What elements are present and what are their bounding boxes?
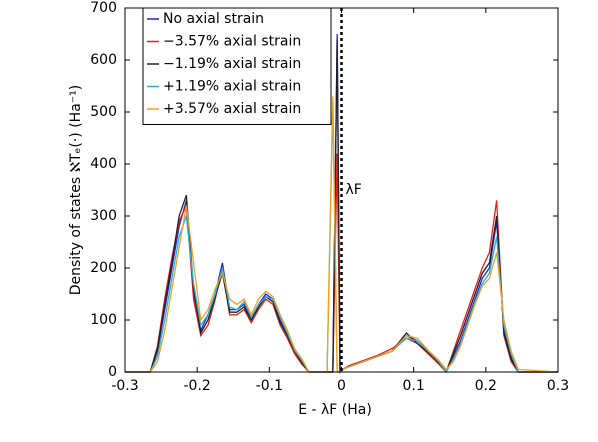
legend-label: +3.57% axial strain <box>163 101 301 117</box>
y-tick-label: 0 <box>108 364 117 380</box>
y-axis-label: Density of states ℵTₑ(·) (Ha⁻¹) <box>68 85 84 296</box>
x-tick-label: 0.1 <box>403 378 425 394</box>
legend-label: −3.57% axial strain <box>163 34 301 50</box>
legend-label: −1.19% axial strain <box>163 56 301 72</box>
x-tick-label: -0.1 <box>256 378 283 394</box>
series-line <box>125 96 559 373</box>
plot-frame <box>124 7 559 373</box>
x-tick-label: 0.3 <box>547 378 569 394</box>
y-tick-label: 700 <box>90 0 117 16</box>
y-tick-label: 600 <box>90 52 117 68</box>
x-tick-label: 0.2 <box>475 378 497 394</box>
x-tick-label: -0.2 <box>184 378 211 394</box>
y-tick-label: 400 <box>90 156 117 172</box>
legend: No axial strain −3.57% axial strain −1.19%… <box>142 7 332 125</box>
legend-label: No axial strain <box>163 11 264 27</box>
legend-box <box>142 7 332 125</box>
y-tick-label: 100 <box>90 312 117 328</box>
annotation: λF <box>346 182 362 198</box>
y-tick-label: 500 <box>90 104 117 120</box>
x-axis-label: E - λF (Ha) <box>298 402 372 418</box>
x-tick-label: -0.3 <box>111 378 138 394</box>
y-tick-label: 200 <box>90 260 117 276</box>
x-tick-label: 0 <box>337 378 346 394</box>
y-tick-label: 300 <box>90 208 117 224</box>
legend-label: +1.19% axial strain <box>163 79 301 95</box>
